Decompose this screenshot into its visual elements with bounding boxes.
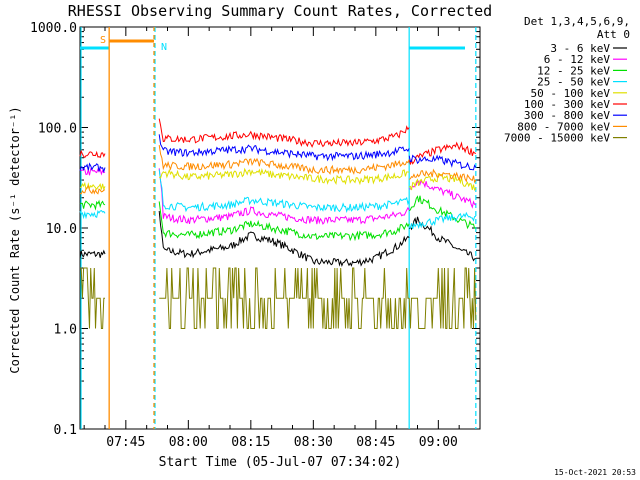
series-line-8-seg-1 [159,267,410,329]
series-line-8-seg-2 [408,267,477,329]
legend-header-line-2: Att 0 [597,28,630,41]
series-line-3-seg-1 [158,169,410,213]
x-tick-label: 08:30 [294,435,333,450]
x-tick-label: 08:45 [356,435,395,450]
series-line-0-seg-1 [158,210,410,268]
series-line-1-seg-1 [158,168,410,225]
series-line-4-seg-0 [79,181,106,191]
series-line-3-seg-2 [409,211,476,230]
x-tick-label: 08:00 [169,435,208,450]
y-axis-label: Corrected Count Rate (s⁻¹ detector⁻¹) [8,106,22,373]
series-line-4-seg-1 [158,167,410,186]
x-tick-label: 07:45 [106,435,145,450]
x-axis-label: Start Time (05-Jul-07 07:34:02) [159,455,402,470]
legend-label: 12 - 25 keV [537,64,610,77]
legend-label: 6 - 12 keV [544,53,611,66]
series-line-6-seg-2 [408,154,477,171]
series-line-3-seg-0 [79,209,106,220]
series-line-7-seg-2 [408,168,477,184]
series-line-5-seg-0 [79,149,106,159]
y-tick-label: 100.0 [38,122,77,137]
chart-title: RHESSI Observing Summary Count Rates, Co… [68,2,492,20]
footer-date: 15-Oct-2021 20:53 [554,468,636,477]
flag-label-s: S [100,35,106,46]
legend-label: 7000 - 15000 keV [504,132,610,145]
legend-label: 100 - 300 keV [524,98,610,111]
legend-label: 25 - 50 keV [537,76,610,89]
series-line-7-seg-0 [79,185,106,195]
series-line-5-seg-1 [158,118,410,148]
legend-header-line-1: Det 1,3,4,5,6,9, [524,15,630,28]
series-line-0-seg-0 [79,249,106,259]
y-tick-label: 1.0 [54,323,77,338]
series-line-2-seg-1 [158,201,410,242]
legend-label: 800 - 7000 keV [517,120,610,133]
plot-frame [79,26,481,430]
series-line-6-seg-0 [79,162,106,174]
y-tick-label: 1000.0 [30,21,77,36]
series-line-2-seg-2 [408,195,476,230]
y-tick-label: 10.0 [46,222,77,237]
flag-label-n: N [161,42,167,53]
series-line-2-seg-0 [79,199,106,211]
legend-label: 50 - 100 keV [531,87,611,100]
series-line-7-seg-1 [158,145,410,175]
series-line-0-seg-2 [408,216,477,262]
series-line-8-seg-0 [80,267,105,329]
x-tick-label: 08:15 [231,435,270,450]
y-tick-label: 0.1 [54,423,77,438]
legend-label: 300 - 800 keV [524,109,610,122]
legend-label: 3 - 6 keV [550,42,610,55]
series-line-1-seg-2 [409,179,477,209]
x-tick-label: 09:00 [419,435,458,450]
series-line-6-seg-1 [158,134,410,162]
series-line-4-seg-2 [408,172,477,192]
plot-area: 0.1 1.0 10.0 100.0 1000.0 07:45 08:00 08:15 08:3… [30,21,481,450]
series-line-5-seg-2 [408,141,477,165]
